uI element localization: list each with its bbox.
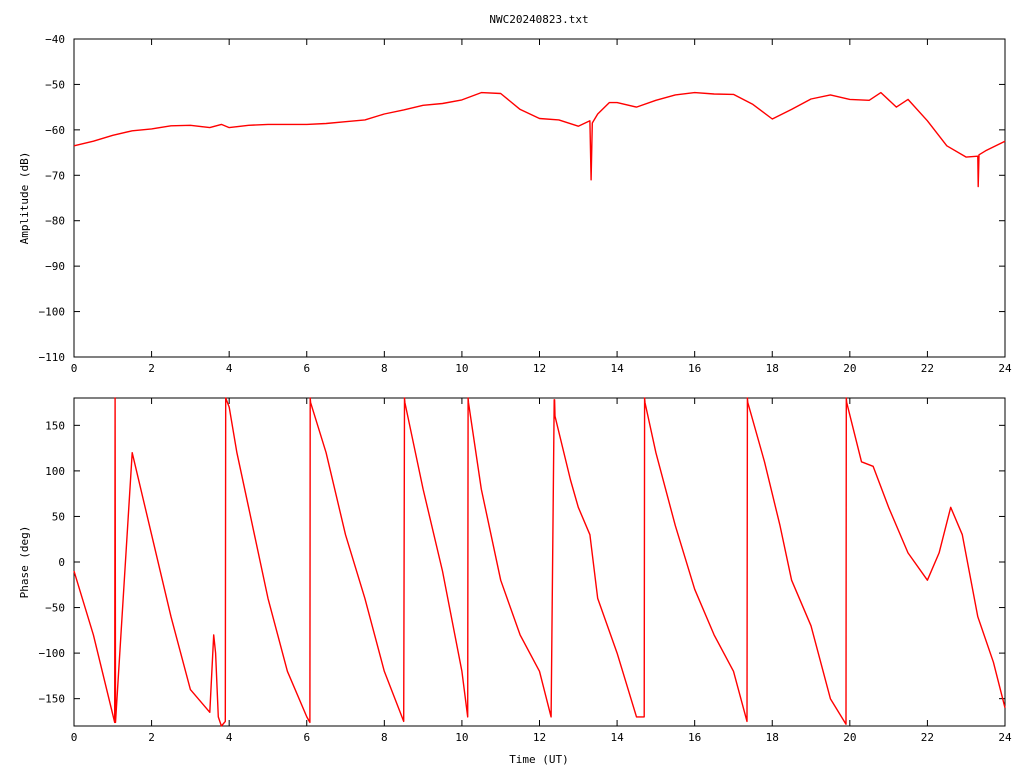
amplitude-y-tick-label: −110 <box>39 351 66 364</box>
phase-x-tick-label: 8 <box>381 731 388 744</box>
amplitude-y-tick-label: −100 <box>39 306 66 319</box>
phase-x-tick-label: 16 <box>688 731 701 744</box>
phase-x-tick-label: 20 <box>843 731 856 744</box>
chart-title: NWC20240823.txt <box>489 13 588 26</box>
phase-x-axis-label: Time (UT) <box>509 753 569 766</box>
phase-x-tick-label: 6 <box>303 731 310 744</box>
phase-plot-frame <box>73 397 1006 727</box>
phase-y-tick-label: −50 <box>45 602 65 615</box>
amplitude-panel: Amplitude (dB) 0 2 4 6 8 10 12 14 16 18 20 22 24−110… <box>18 33 1012 375</box>
phase-y-tick-label: 150 <box>45 419 65 432</box>
amplitude-y-tick-label: −80 <box>45 215 65 228</box>
phase-x-tick-label: 14 <box>610 731 624 744</box>
phase-x-tick-label: 4 <box>226 731 233 744</box>
amplitude-x-tick-label: 10 <box>455 362 468 375</box>
phase-y-axis-label: Phase (deg) <box>18 526 31 599</box>
amplitude-x-tick-label: 22 <box>921 362 934 375</box>
amplitude-x-tick-label: 16 <box>688 362 701 375</box>
amplitude-x-tick-label: 14 <box>610 362 624 375</box>
phase-x-tick-label: 2 <box>148 731 155 744</box>
phase-y-tick-label: 100 <box>45 465 65 478</box>
amplitude-y-axis-label: Amplitude (dB) <box>18 152 31 245</box>
amplitude-x-tick-label: 8 <box>381 362 388 375</box>
phase-y-tick-label: 0 <box>58 556 65 569</box>
phase-x-tick-label: 12 <box>533 731 546 744</box>
phase-y-tick-label: −100 <box>39 647 66 660</box>
phase-x-tick-label: 24 <box>998 731 1012 744</box>
amplitude-x-tick-label: 24 <box>998 362 1012 375</box>
phase-x-tick-label: 10 <box>455 731 468 744</box>
amplitude-x-tick-label: 2 <box>148 362 155 375</box>
amplitude-x-tick-label: 12 <box>533 362 546 375</box>
phase-x-tick-label: 0 <box>71 731 78 744</box>
amplitude-x-tick-label: 6 <box>303 362 310 375</box>
phase-x-tick-label: 18 <box>766 731 779 744</box>
amplitude-series-line <box>73 91 1006 188</box>
amplitude-y-tick-label: −40 <box>45 33 65 46</box>
amplitude-x-tick-label: 4 <box>226 362 233 375</box>
phase-y-tick-label: 50 <box>52 510 65 523</box>
amplitude-x-tick-label: 0 <box>71 362 78 375</box>
phase-x-tick-label: 22 <box>921 731 934 744</box>
phase-y-tick-label: −150 <box>39 693 66 706</box>
amplitude-y-tick-label: −90 <box>45 260 65 273</box>
amplitude-y-tick-label: −60 <box>45 124 65 137</box>
phase-series-line <box>73 397 1006 727</box>
phase-panel: Phase (deg) Time (UT) 0 2 4 6 8 10 12 14 16 18 20 2… <box>18 397 1012 766</box>
amplitude-x-tick-label: 18 <box>766 362 779 375</box>
amplitude-x-tick-label: 20 <box>843 362 856 375</box>
amplitude-y-tick-label: −50 <box>45 78 65 91</box>
amplitude-plot-frame <box>73 38 1006 358</box>
amplitude-y-tick-label: −70 <box>45 169 65 182</box>
